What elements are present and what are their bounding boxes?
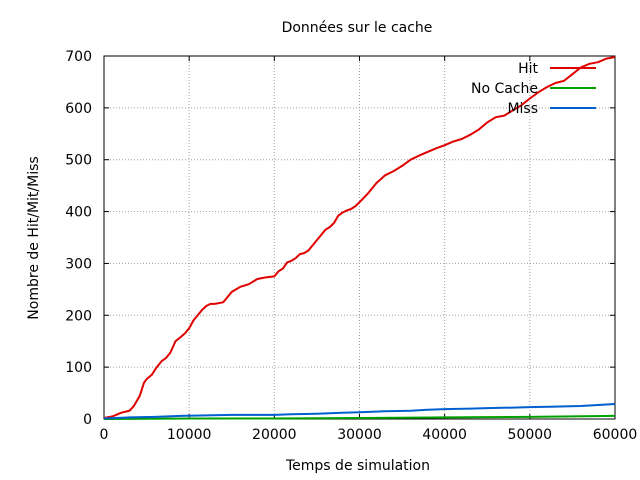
y-tick-label: 300 [65,256,92,272]
x-tick-label: 0 [100,427,109,443]
axis-ticks: 0 10000 20000 30000 40000 50000 60000 0 100 200 30… [65,49,637,443]
x-tick-label: 50000 [508,427,553,443]
series-line-no-cache [103,414,616,420]
y-tick-label: 200 [65,308,92,324]
grid [104,56,615,419]
y-tick-label: 600 [65,101,92,117]
legend-label: No Cache [471,81,538,97]
x-tick-label: 60000 [593,427,638,443]
y-tick-label: 500 [65,153,92,169]
x-tick-label: 40000 [422,427,467,443]
y-tick-label: 700 [65,49,92,65]
y-tick-label: 400 [65,205,92,221]
series-line-hit [103,56,616,419]
y-tick-label: 100 [65,360,92,376]
y-tick-label: 0 [83,412,92,428]
legend-label: Hit [518,61,538,77]
x-tick-label: 20000 [252,427,297,443]
x-tick-label: 30000 [337,427,382,443]
y-axis-label: Nombre de Hit/Mit/Miss [26,156,42,319]
series-layer [103,56,616,420]
legend: Hit No Cache Miss [471,61,596,117]
x-tick-label: 10000 [167,427,212,443]
series-line-miss [103,403,616,420]
chart-title: Données sur le cache [282,20,433,36]
x-axis-label: Temps de simulation [285,458,430,474]
legend-label: Miss [507,101,538,117]
